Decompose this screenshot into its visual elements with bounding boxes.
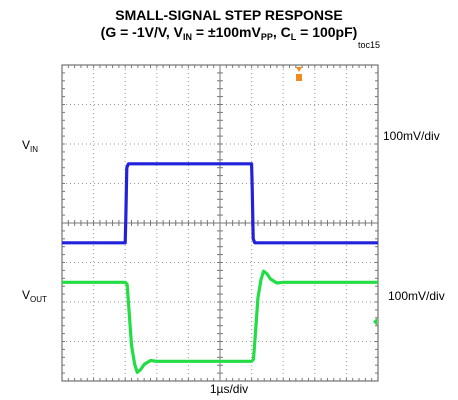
vout-trace bbox=[62, 269, 378, 374]
vin-trace bbox=[62, 162, 378, 245]
timebase-label: 1µs/div bbox=[209, 382, 249, 396]
trigger-marker bbox=[296, 67, 302, 72]
vout-channel-marker bbox=[373, 317, 377, 326]
chart-subtitle: (G = -1V/V, VIN = ±100mVPP, CL = 100pF) bbox=[100, 24, 358, 42]
series-label-vin: VIN bbox=[22, 138, 39, 154]
vout-scale-label: 100mV/div bbox=[388, 289, 445, 303]
trigger-level-marker bbox=[296, 74, 302, 81]
chart-title: SMALL-SIGNAL STEP RESPONSE bbox=[115, 7, 343, 23]
vin-scale-label: 100mV/div bbox=[383, 129, 440, 143]
series-label-vout: VOUT bbox=[22, 288, 47, 304]
figure-tag: toc15 bbox=[358, 40, 381, 50]
